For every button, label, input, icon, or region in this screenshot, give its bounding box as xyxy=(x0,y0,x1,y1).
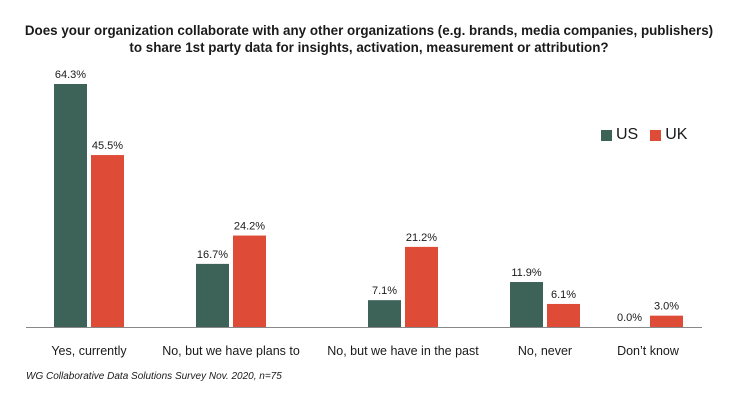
x-tick-label-don-t-know: Don’t know xyxy=(617,344,680,358)
data-label-uk-don-t-know: 3.0% xyxy=(654,301,679,313)
source-note: WG Collaborative Data Solutions Survey N… xyxy=(26,371,282,382)
x-tick-label-no-but-we-have-in-the-past: No, but we have in the past xyxy=(327,344,479,358)
legend-label-us: US xyxy=(616,126,639,143)
bar-us-no-but-we-have-plans-to xyxy=(196,263,229,327)
bar-us-no-never xyxy=(510,282,543,327)
data-label-us-don-t-know: 0.0% xyxy=(617,312,642,324)
legend-swatch-uk xyxy=(650,129,662,141)
data-label-uk-yes-currently: 45.5% xyxy=(92,140,123,152)
x-tick-label-no-never: No, never xyxy=(518,344,572,358)
data-label-uk-no-never: 6.1% xyxy=(551,289,576,301)
chart-legend: US UK xyxy=(601,126,699,144)
legend-item-us: US xyxy=(601,126,638,144)
bar-uk-yes-currently xyxy=(91,155,124,327)
data-label-us-no-never: 11.9% xyxy=(511,267,542,279)
x-tick-label-no-but-we-have-plans-to: No, but we have plans to xyxy=(162,344,300,358)
legend-swatch-us xyxy=(601,129,612,141)
chart-title-line-1: Does your organization collaborate with … xyxy=(24,23,714,38)
bar-uk-no-but-we-have-in-the-past xyxy=(405,246,438,327)
legend-item-uk: UK xyxy=(650,126,687,144)
data-label-us-no-but-we-have-in-the-past: 7.1% xyxy=(372,285,397,297)
chart-title-line-2: to share 1st party data for insights, ac… xyxy=(129,40,609,55)
data-label-us-yes-currently: 64.3% xyxy=(55,69,86,81)
bar-uk-don-t-know xyxy=(650,315,683,327)
bar-us-no-but-we-have-in-the-past xyxy=(368,300,401,327)
data-label-us-no-but-we-have-plans-to: 16.7% xyxy=(197,249,228,261)
chart-title: Does your organization collaborate with … xyxy=(14,22,724,56)
bar-us-yes-currently xyxy=(54,84,87,327)
bar-uk-no-but-we-have-plans-to xyxy=(233,235,266,327)
legend-label-uk: UK xyxy=(665,126,688,143)
data-label-uk-no-but-we-have-plans-to: 24.2% xyxy=(234,221,265,233)
x-tick-label-yes-currently: Yes, currently xyxy=(51,344,127,358)
data-label-uk-no-but-we-have-in-the-past: 21.2% xyxy=(406,232,437,244)
bar-uk-no-never xyxy=(547,303,580,327)
